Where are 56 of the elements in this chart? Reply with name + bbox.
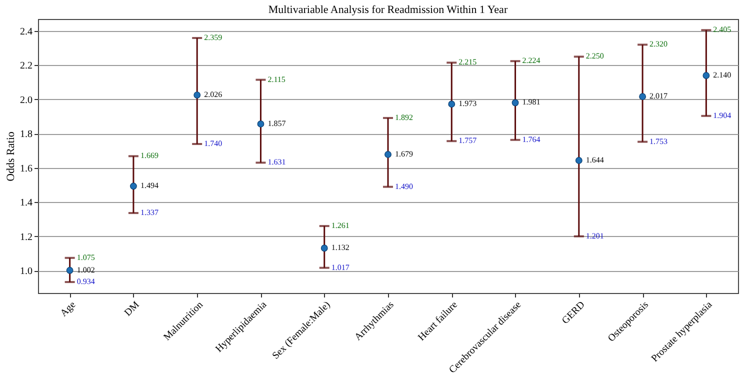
- data-label: 1.644: [586, 155, 604, 164]
- point: [448, 100, 456, 108]
- annotation: 2.250: [586, 52, 604, 61]
- annotation: 1.764: [522, 134, 540, 144]
- data-label: 1.494: [140, 181, 158, 190]
- data-label: 1.679: [395, 149, 413, 158]
- y-axis-title: Odds Ratio: [5, 131, 17, 182]
- annotation: 1.017: [331, 262, 350, 272]
- annotation: 1.740: [204, 139, 222, 148]
- x-tick-label: DM: [122, 299, 142, 319]
- data-label: 2.017: [650, 92, 668, 101]
- annotation: 2.115: [268, 74, 286, 84]
- y-tick-label: 1.2: [20, 232, 32, 243]
- annotation: 1.490: [395, 182, 413, 191]
- y-tick-label: 1.6: [20, 163, 32, 174]
- point: [320, 244, 328, 252]
- y-tick-label: 2.0: [20, 94, 32, 106]
- data-label: 1.981: [522, 98, 540, 107]
- annotation: 0.934: [76, 277, 95, 286]
- annotation: 1.757: [458, 136, 477, 146]
- y-tick-label: 1.0: [20, 266, 32, 278]
- point: [194, 92, 201, 98]
- annotation: 1.892: [395, 112, 413, 122]
- annotation: 1.631: [268, 158, 286, 167]
- chart-title: Multivariable Analysis for Readmission Within 1 Year: [268, 4, 508, 16]
- data-label: 1.857: [268, 118, 286, 128]
- y-tick-label: 1.4: [20, 198, 32, 209]
- point: [384, 151, 392, 158]
- data-label: 2.140: [713, 70, 732, 80]
- annotation: 2.215: [458, 58, 477, 67]
- y-tick-label: 2.2: [20, 60, 32, 72]
- annotation: 1.337: [140, 208, 158, 218]
- x-tick-label: Age: [58, 299, 78, 320]
- y-tick-label: 2.4: [20, 26, 32, 38]
- data-label: 2.026: [204, 90, 222, 100]
- point: [512, 99, 519, 106]
- annotation: 1.669: [140, 151, 158, 160]
- annotation: 1.261: [331, 221, 350, 230]
- annotation: 1.904: [713, 110, 732, 120]
- annotation: 1.201: [586, 231, 604, 240]
- point: [639, 93, 646, 100]
- point: [66, 266, 74, 274]
- annotation: 2.405: [713, 25, 732, 34]
- annotation: 1.753: [650, 136, 668, 146]
- annotation: 2.320: [650, 40, 668, 49]
- annotation: 2.224: [522, 56, 540, 66]
- point: [130, 182, 137, 190]
- y-tick-label: 1.8: [20, 129, 32, 140]
- data-label: 1.973: [458, 99, 477, 108]
- data-label: 1.002: [76, 265, 95, 274]
- point: [575, 156, 582, 164]
- data-label: 1.132: [331, 243, 350, 252]
- annotation: 2.359: [204, 33, 222, 42]
- annotation: 1.075: [76, 252, 95, 262]
- point: [257, 120, 264, 128]
- point: [702, 72, 710, 79]
